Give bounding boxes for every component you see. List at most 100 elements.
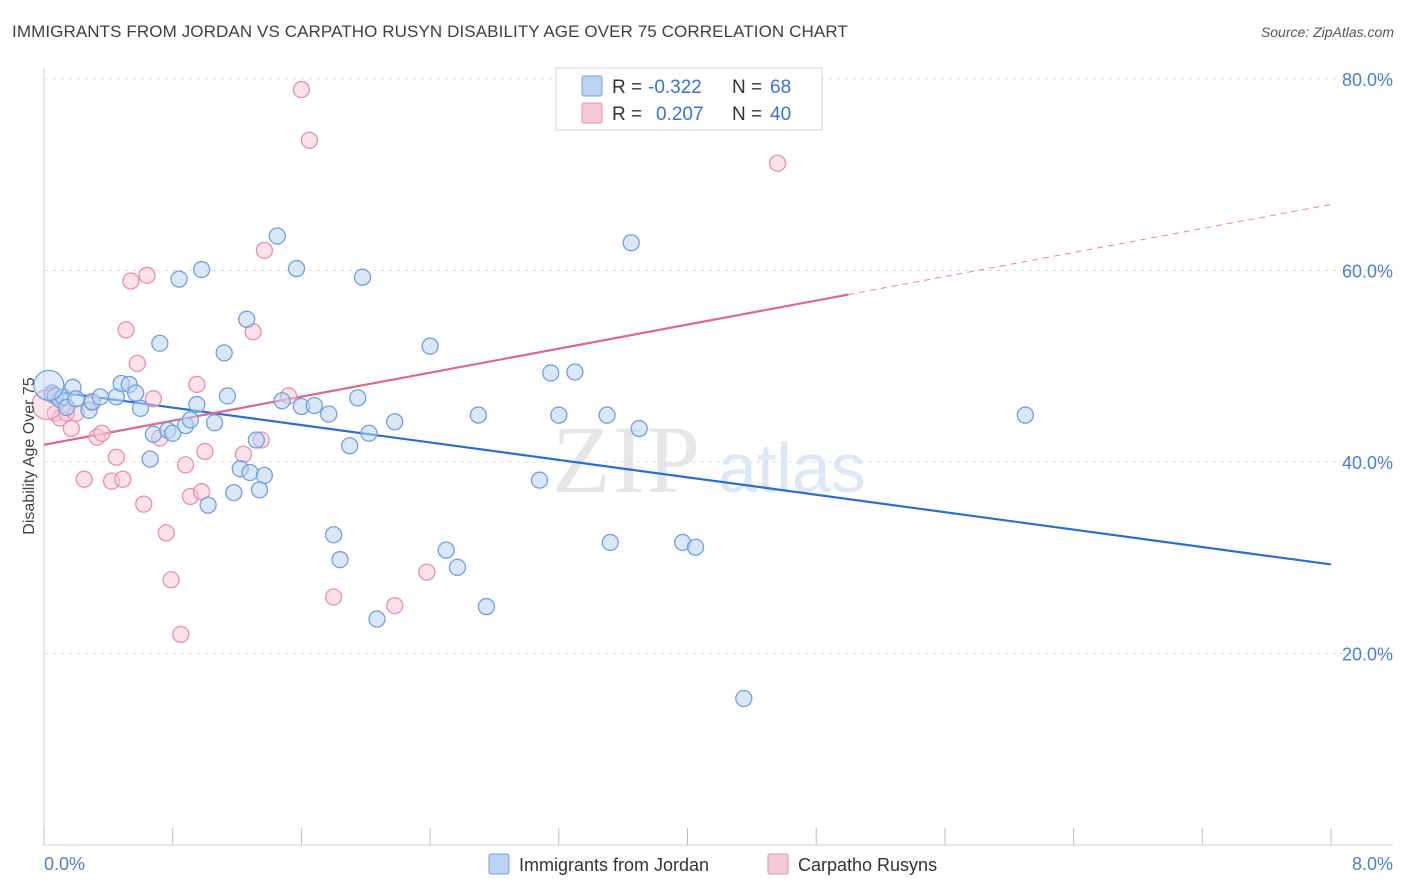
point-jordan: [151, 334, 169, 352]
point-jordan: [477, 597, 496, 616]
point-jordan: [67, 390, 85, 408]
point-jordan: [448, 558, 467, 576]
point-rusyn: [234, 445, 253, 463]
point-rusyn: [75, 470, 93, 488]
point-rusyn: [196, 442, 214, 461]
point-jordan: [360, 424, 378, 442]
point-jordan: [735, 689, 753, 708]
y-tick-label: 20.0%: [1342, 645, 1393, 665]
point-rusyn: [107, 448, 126, 466]
point-jordan: [550, 406, 568, 424]
point-jordan: [566, 363, 584, 381]
y-tick-label: 60.0%: [1342, 262, 1393, 282]
point-rusyn: [93, 424, 111, 442]
point-jordan: [437, 541, 455, 559]
legend-n-value: 68: [770, 77, 791, 98]
legend-n-value: 40: [770, 104, 791, 125]
series-name-jordan: Immigrants from Jordan: [519, 855, 709, 875]
point-jordan: [469, 406, 488, 424]
point-rusyn: [162, 571, 180, 589]
correlation-legend: R = -0.322 N = 68 R = 0.207 N = 40: [555, 67, 823, 131]
legend-r-label: R =: [612, 77, 642, 98]
point-rusyn: [135, 495, 153, 513]
point-jordan: [188, 395, 206, 414]
point-jordan: [127, 384, 145, 402]
point-rusyn: [188, 375, 206, 394]
point-rusyn: [62, 419, 80, 438]
trend-line-rusyn-dashed: [848, 203, 1332, 296]
point-jordan: [141, 450, 159, 468]
point-rusyn: [255, 241, 274, 260]
point-rusyn: [144, 390, 163, 408]
y-tick-labels: 20.0% 40.0% 60.0% 80.0%: [1342, 70, 1393, 665]
point-jordan: [193, 260, 211, 279]
point-jordan: [273, 392, 291, 410]
point-jordan: [33, 369, 65, 402]
series-name-rusyn: Carpatho Rusyns: [798, 855, 937, 875]
axes: [43, 68, 1393, 846]
point-rusyn: [176, 456, 195, 474]
point-jordan: [199, 496, 217, 514]
point-rusyn: [300, 131, 319, 149]
point-jordan: [218, 387, 237, 405]
point-rusyn: [114, 470, 132, 488]
point-jordan: [349, 389, 367, 407]
chart-title: IMMIGRANTS FROM JORDAN VS CARPATHO RUSYN…: [12, 22, 848, 41]
point-jordan: [181, 411, 200, 429]
point-jordan: [305, 396, 323, 415]
watermark-atlas: atlas: [718, 429, 866, 507]
legend-r-label: R =: [612, 104, 642, 125]
point-jordan: [686, 538, 705, 556]
point-rusyn: [138, 266, 156, 284]
legend-n-label: N =: [732, 77, 762, 98]
point-rusyn: [128, 354, 146, 373]
point-rusyn: [386, 596, 404, 615]
point-jordan: [386, 413, 404, 431]
point-jordan: [238, 310, 256, 328]
y-tick-label: 40.0%: [1342, 453, 1393, 473]
legend-swatch-rusyn: [581, 102, 603, 124]
legend-row-jordan: R = -0.322 N = 68: [581, 75, 791, 98]
point-jordan: [268, 227, 286, 245]
point-jordan: [215, 344, 233, 362]
x-tick-label-min: 0.0%: [44, 854, 85, 874]
point-jordan: [255, 466, 274, 485]
point-jordan: [341, 437, 359, 455]
series-swatch-rusyn: [767, 853, 789, 875]
point-rusyn: [117, 321, 135, 339]
data-points: [31, 80, 1034, 708]
legend-row-rusyn: R = 0.207 N = 40: [581, 102, 791, 125]
legend-swatch-jordan: [581, 75, 603, 97]
gridlines: [44, 78, 1393, 654]
legend-r-value: 0.207: [656, 104, 704, 125]
chart-source: Source: ZipAtlas.com: [1260, 24, 1394, 40]
point-rusyn: [292, 80, 311, 99]
point-jordan: [164, 424, 182, 442]
point-jordan: [225, 483, 243, 502]
trend-line-jordan: [43, 389, 1332, 566]
point-rusyn: [768, 154, 787, 172]
trend-lines: [43, 203, 1332, 566]
point-jordan: [131, 399, 150, 418]
point-rusyn: [157, 524, 175, 542]
point-jordan: [598, 406, 616, 424]
point-jordan: [91, 388, 109, 406]
trend-line-rusyn: [43, 293, 849, 446]
point-jordan: [320, 405, 338, 423]
point-jordan: [331, 551, 349, 569]
point-jordan: [144, 425, 163, 443]
x-tick-label-max: 8.0%: [1352, 854, 1393, 874]
y-tick-label: 80.0%: [1342, 70, 1393, 90]
point-jordan: [421, 337, 439, 355]
point-rusyn: [172, 625, 190, 643]
point-rusyn: [324, 588, 343, 606]
legend-r-value: -0.322: [648, 77, 702, 98]
point-jordan: [247, 431, 266, 449]
point-jordan: [1016, 406, 1034, 424]
point-jordan: [353, 268, 372, 286]
watermark-zip: ZIP: [552, 406, 702, 513]
y-axis-label: Disability Age Over 75: [21, 377, 38, 535]
legend-n-label: N =: [732, 104, 762, 125]
point-jordan: [205, 414, 224, 432]
